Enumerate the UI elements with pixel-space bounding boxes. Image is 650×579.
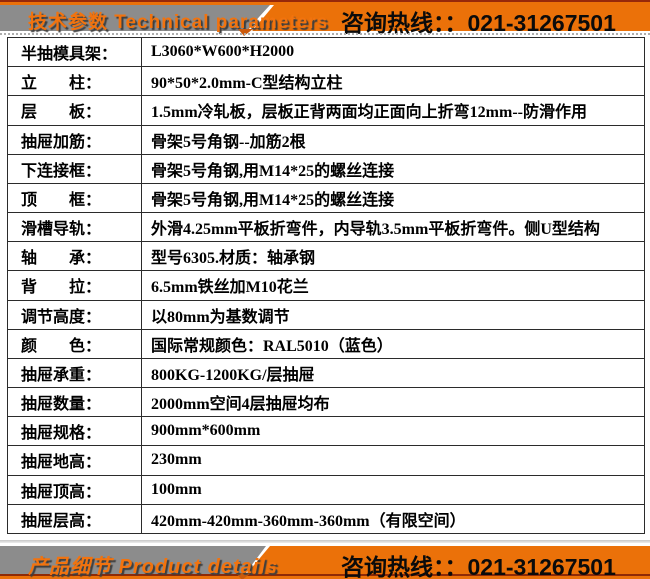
spec-label: 抽屉规格： bbox=[8, 417, 142, 446]
spec-value: 6.5mm铁丝加M10花兰 bbox=[151, 279, 309, 297]
spec-value: 1.5mm冷轧板，层板正背两面均正面向上折弯12mm--防滑作用 bbox=[151, 104, 587, 122]
fold-corner-triangle-icon bbox=[236, 573, 251, 579]
spec-label: 抽屉地高： bbox=[8, 446, 142, 475]
table-row: 调节高度： 以80mm为基数调节 bbox=[8, 300, 644, 330]
table-row: 颜 色： 国际常规颜色：RAL5010（蓝色） bbox=[8, 329, 644, 359]
table-row: 抽屉地高： 230mm bbox=[8, 446, 644, 476]
footer-banner: 产品细节 Product details 咨询热线：：021-31267501 bbox=[0, 546, 650, 579]
footer-hotline-text: 咨询热线：：021-31267501 bbox=[341, 554, 616, 579]
header-section-title: 技术参数 Technical parameters bbox=[28, 12, 329, 33]
spec-value: 以80mm为基数调节 bbox=[151, 308, 290, 326]
spec-label: 背 拉： bbox=[8, 271, 142, 300]
footer-section-title: 产品细节 Product details bbox=[28, 556, 279, 578]
table-row: 抽屉承重： 800KG-1200KG/层抽屉 bbox=[8, 358, 644, 389]
table-row: 抽屉数量： 2000mm空间4层抽屉均布 bbox=[8, 388, 644, 418]
table-row: 半抽模具架： L3060*W600*H2000 bbox=[8, 38, 644, 68]
spec-label: 颜 色： bbox=[8, 329, 142, 358]
header-banner: 技术参数 Technical parameters 咨询热线：：021-3126… bbox=[0, 0, 650, 36]
spec-label: 抽屉层高： bbox=[8, 504, 142, 533]
table-row: 顶 框： 骨架5号角钢,用M14*25的螺丝连接 bbox=[8, 183, 644, 214]
spec-value: 90*50*2.0mm-C型结构立柱 bbox=[151, 75, 343, 93]
spec-value: 骨架5号角钢--加筋2根 bbox=[151, 133, 306, 151]
table-row: 立 柱： 90*50*2.0mm-C型结构立柱 bbox=[8, 67, 644, 97]
spec-value: 国际常规颜色：RAL5010（蓝色） bbox=[151, 337, 393, 355]
spec-value: 2000mm空间4层抽屉均布 bbox=[151, 396, 330, 414]
header-gray-panel bbox=[0, 5, 270, 31]
spec-value: 900mm*600mm bbox=[151, 422, 261, 440]
spec-label: 抽屉加筋： bbox=[8, 125, 142, 154]
spec-label: 抽屉数量： bbox=[8, 388, 142, 417]
table-row: 抽屉顶高： 100mm bbox=[8, 475, 644, 505]
spec-label: 抽屉承重： bbox=[8, 358, 142, 388]
fold-corner-triangle-icon bbox=[238, 29, 253, 36]
spec-value: 骨架5号角钢,用M14*25的螺丝连接 bbox=[151, 191, 395, 209]
table-row: 层 板： 1.5mm冷轧板，层板正背两面均正面向上折弯12mm--防滑作用 bbox=[8, 96, 644, 126]
spec-value: 骨架5号角钢,用M14*25的螺丝连接 bbox=[151, 162, 395, 180]
table-row: 背 拉： 6.5mm铁丝加M10花兰 bbox=[8, 271, 644, 301]
footer-dark-red-line bbox=[0, 574, 650, 576]
spec-label: 立 柱： bbox=[8, 67, 142, 96]
spec-label: 轴 承： bbox=[8, 242, 142, 271]
spec-label: 层 板： bbox=[8, 96, 142, 125]
spec-value: 外滑4.25mm平板折弯件，内导轨3.5mm平板折弯件。侧U型结构 bbox=[151, 221, 600, 239]
table-row: 滑槽导轨： 外滑4.25mm平板折弯件，内导轨3.5mm平板折弯件。侧U型结构 bbox=[8, 213, 644, 243]
spec-label: 抽屉顶高： bbox=[8, 475, 142, 504]
table-row: 抽屉层高： 420mm-420mm-360mm-360mm（有限空间） bbox=[8, 504, 644, 533]
perforation-line bbox=[0, 33, 650, 35]
footer-gray-panel bbox=[0, 546, 266, 574]
spec-label: 半抽模具架： bbox=[8, 38, 142, 67]
header-hotline-text: 咨询热线：：021-31267501 bbox=[341, 10, 616, 36]
banner-top-shadow bbox=[0, 540, 650, 543]
spec-label: 下连接框： bbox=[8, 154, 142, 183]
spec-label: 调节高度： bbox=[8, 300, 142, 329]
spec-label: 滑槽导轨： bbox=[8, 213, 142, 242]
spec-value: 230mm bbox=[151, 451, 202, 469]
spec-table: 半抽模具架： L3060*W600*H2000 立 柱： 90*50*2.0mm… bbox=[7, 37, 645, 534]
spec-label: 顶 框： bbox=[8, 183, 142, 213]
table-row: 轴 承： 型号6305.材质：轴承钢 bbox=[8, 242, 644, 272]
spec-value: 型号6305.材质：轴承钢 bbox=[151, 250, 316, 268]
spec-value: 800KG-1200KG/层抽屉 bbox=[151, 366, 315, 384]
table-row: 抽屉规格： 900mm*600mm bbox=[8, 417, 644, 447]
spec-value: 420mm-420mm-360mm-360mm（有限空间） bbox=[151, 512, 466, 530]
spec-value: 100mm bbox=[151, 480, 202, 498]
table-row: 下连接框： 骨架5号角钢,用M14*25的螺丝连接 bbox=[8, 154, 644, 184]
spec-value: L3060*W600*H2000 bbox=[151, 43, 295, 61]
table-row: 抽屉加筋： 骨架5号角钢--加筋2根 bbox=[8, 125, 644, 155]
